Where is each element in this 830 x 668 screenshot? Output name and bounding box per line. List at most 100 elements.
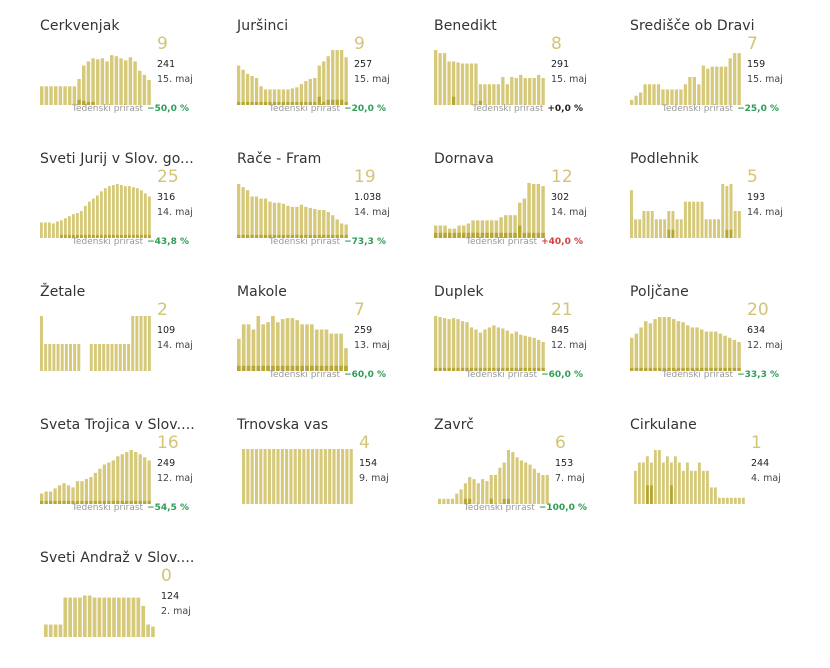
bar: [688, 201, 692, 238]
weekly-growth-value: −20,0 %: [344, 104, 386, 114]
bar: [100, 58, 105, 105]
bar: [58, 86, 63, 105]
bar: [532, 337, 536, 371]
bar: [148, 196, 151, 238]
bar-highlight: [76, 234, 79, 238]
bar-highlight: [299, 101, 303, 105]
municipality-name: Cerkvenjak: [40, 18, 120, 34]
bar-highlight: [116, 500, 120, 504]
bar-highlight: [648, 367, 653, 371]
bar: [515, 457, 519, 504]
bar: [499, 217, 503, 238]
bar-highlight: [714, 367, 718, 371]
bar: [492, 84, 496, 105]
bar: [519, 334, 523, 371]
bar: [315, 449, 319, 504]
bar: [545, 474, 549, 504]
bar: [52, 344, 56, 371]
bar-highlight: [147, 500, 151, 504]
bar: [304, 206, 308, 238]
bar: [681, 322, 685, 371]
bar: [639, 327, 643, 371]
bar-highlight: [434, 232, 438, 238]
municipality-name: Poljčane: [630, 284, 689, 300]
bar: [237, 184, 241, 238]
bar: [712, 219, 716, 238]
weekly-growth-label: Tedenski prirast: [72, 503, 144, 513]
bar: [527, 183, 531, 238]
bar: [728, 58, 732, 105]
bar: [734, 497, 737, 504]
bar: [686, 325, 690, 371]
bar: [671, 211, 675, 238]
bar: [730, 497, 733, 504]
bar: [275, 322, 280, 371]
bar: [121, 597, 126, 637]
bar: [513, 215, 517, 238]
bar: [60, 220, 63, 238]
bar-highlight: [504, 232, 508, 238]
bar-highlight: [138, 500, 142, 504]
bar: [634, 95, 638, 105]
bar: [72, 214, 75, 238]
bar: [718, 333, 723, 371]
bar: [140, 190, 143, 238]
sparkline-bar-chart: [237, 184, 348, 238]
bar-highlight: [672, 367, 676, 371]
new-cases-value: 0: [161, 566, 172, 586]
bar-highlight: [443, 232, 447, 238]
bar: [285, 449, 289, 504]
bar-highlight: [237, 101, 241, 105]
bar: [438, 53, 442, 105]
bar: [82, 595, 87, 637]
bar-highlight: [646, 485, 649, 504]
municipality-card: Žetale 2 109 14. maj: [40, 284, 215, 402]
bar: [313, 78, 317, 105]
bar: [102, 597, 107, 637]
bar-highlight: [671, 229, 675, 238]
bar: [496, 327, 500, 371]
bar: [319, 329, 324, 371]
bar-highlight: [471, 232, 475, 238]
bar: [290, 206, 295, 238]
bar-highlight: [474, 367, 478, 371]
bar-highlight: [245, 101, 250, 105]
bar: [717, 219, 721, 238]
bar-highlight: [317, 96, 321, 105]
bar: [78, 597, 82, 637]
bar: [100, 191, 103, 238]
weekly-growth-label: Tedenski prirast: [269, 104, 341, 114]
bar: [344, 348, 348, 371]
bar: [696, 201, 700, 238]
bar-highlight: [690, 367, 695, 371]
bar: [304, 81, 308, 105]
bar-highlight: [111, 500, 115, 504]
bar: [295, 87, 299, 105]
sparkline-bar-chart: [40, 55, 151, 105]
bar: [670, 89, 674, 105]
date-label: 12. maj: [157, 473, 193, 484]
bar-highlight: [313, 234, 317, 238]
bar-highlight: [290, 365, 295, 371]
municipality-card: Juršinci 9 257 15. maj Tedenski prirast −20,0…: [237, 18, 412, 136]
bar-highlight: [140, 234, 143, 238]
bar: [112, 597, 116, 637]
bar-highlight: [246, 365, 251, 371]
bar: [272, 202, 277, 238]
bar: [489, 474, 493, 504]
weekly-growth: Tedenski prirast −50,0 %: [29, 104, 189, 114]
bar: [662, 462, 665, 504]
weekly-growth: Tedenski prirast −20,0 %: [226, 104, 386, 114]
bar-highlight: [237, 234, 241, 238]
new-cases-value: 16: [157, 433, 179, 453]
bar: [102, 464, 106, 504]
bar-highlight: [630, 367, 634, 371]
bar: [654, 450, 657, 504]
municipality-name: Sveti Jurij v Slov. go...: [40, 151, 194, 167]
bar: [710, 487, 713, 504]
bar: [654, 219, 658, 238]
bar: [127, 344, 131, 371]
bar-highlight: [528, 367, 532, 371]
municipality-card: Središče ob Dravi 7 159 15. maj Tedenski pri…: [630, 18, 805, 136]
bar: [658, 450, 661, 504]
